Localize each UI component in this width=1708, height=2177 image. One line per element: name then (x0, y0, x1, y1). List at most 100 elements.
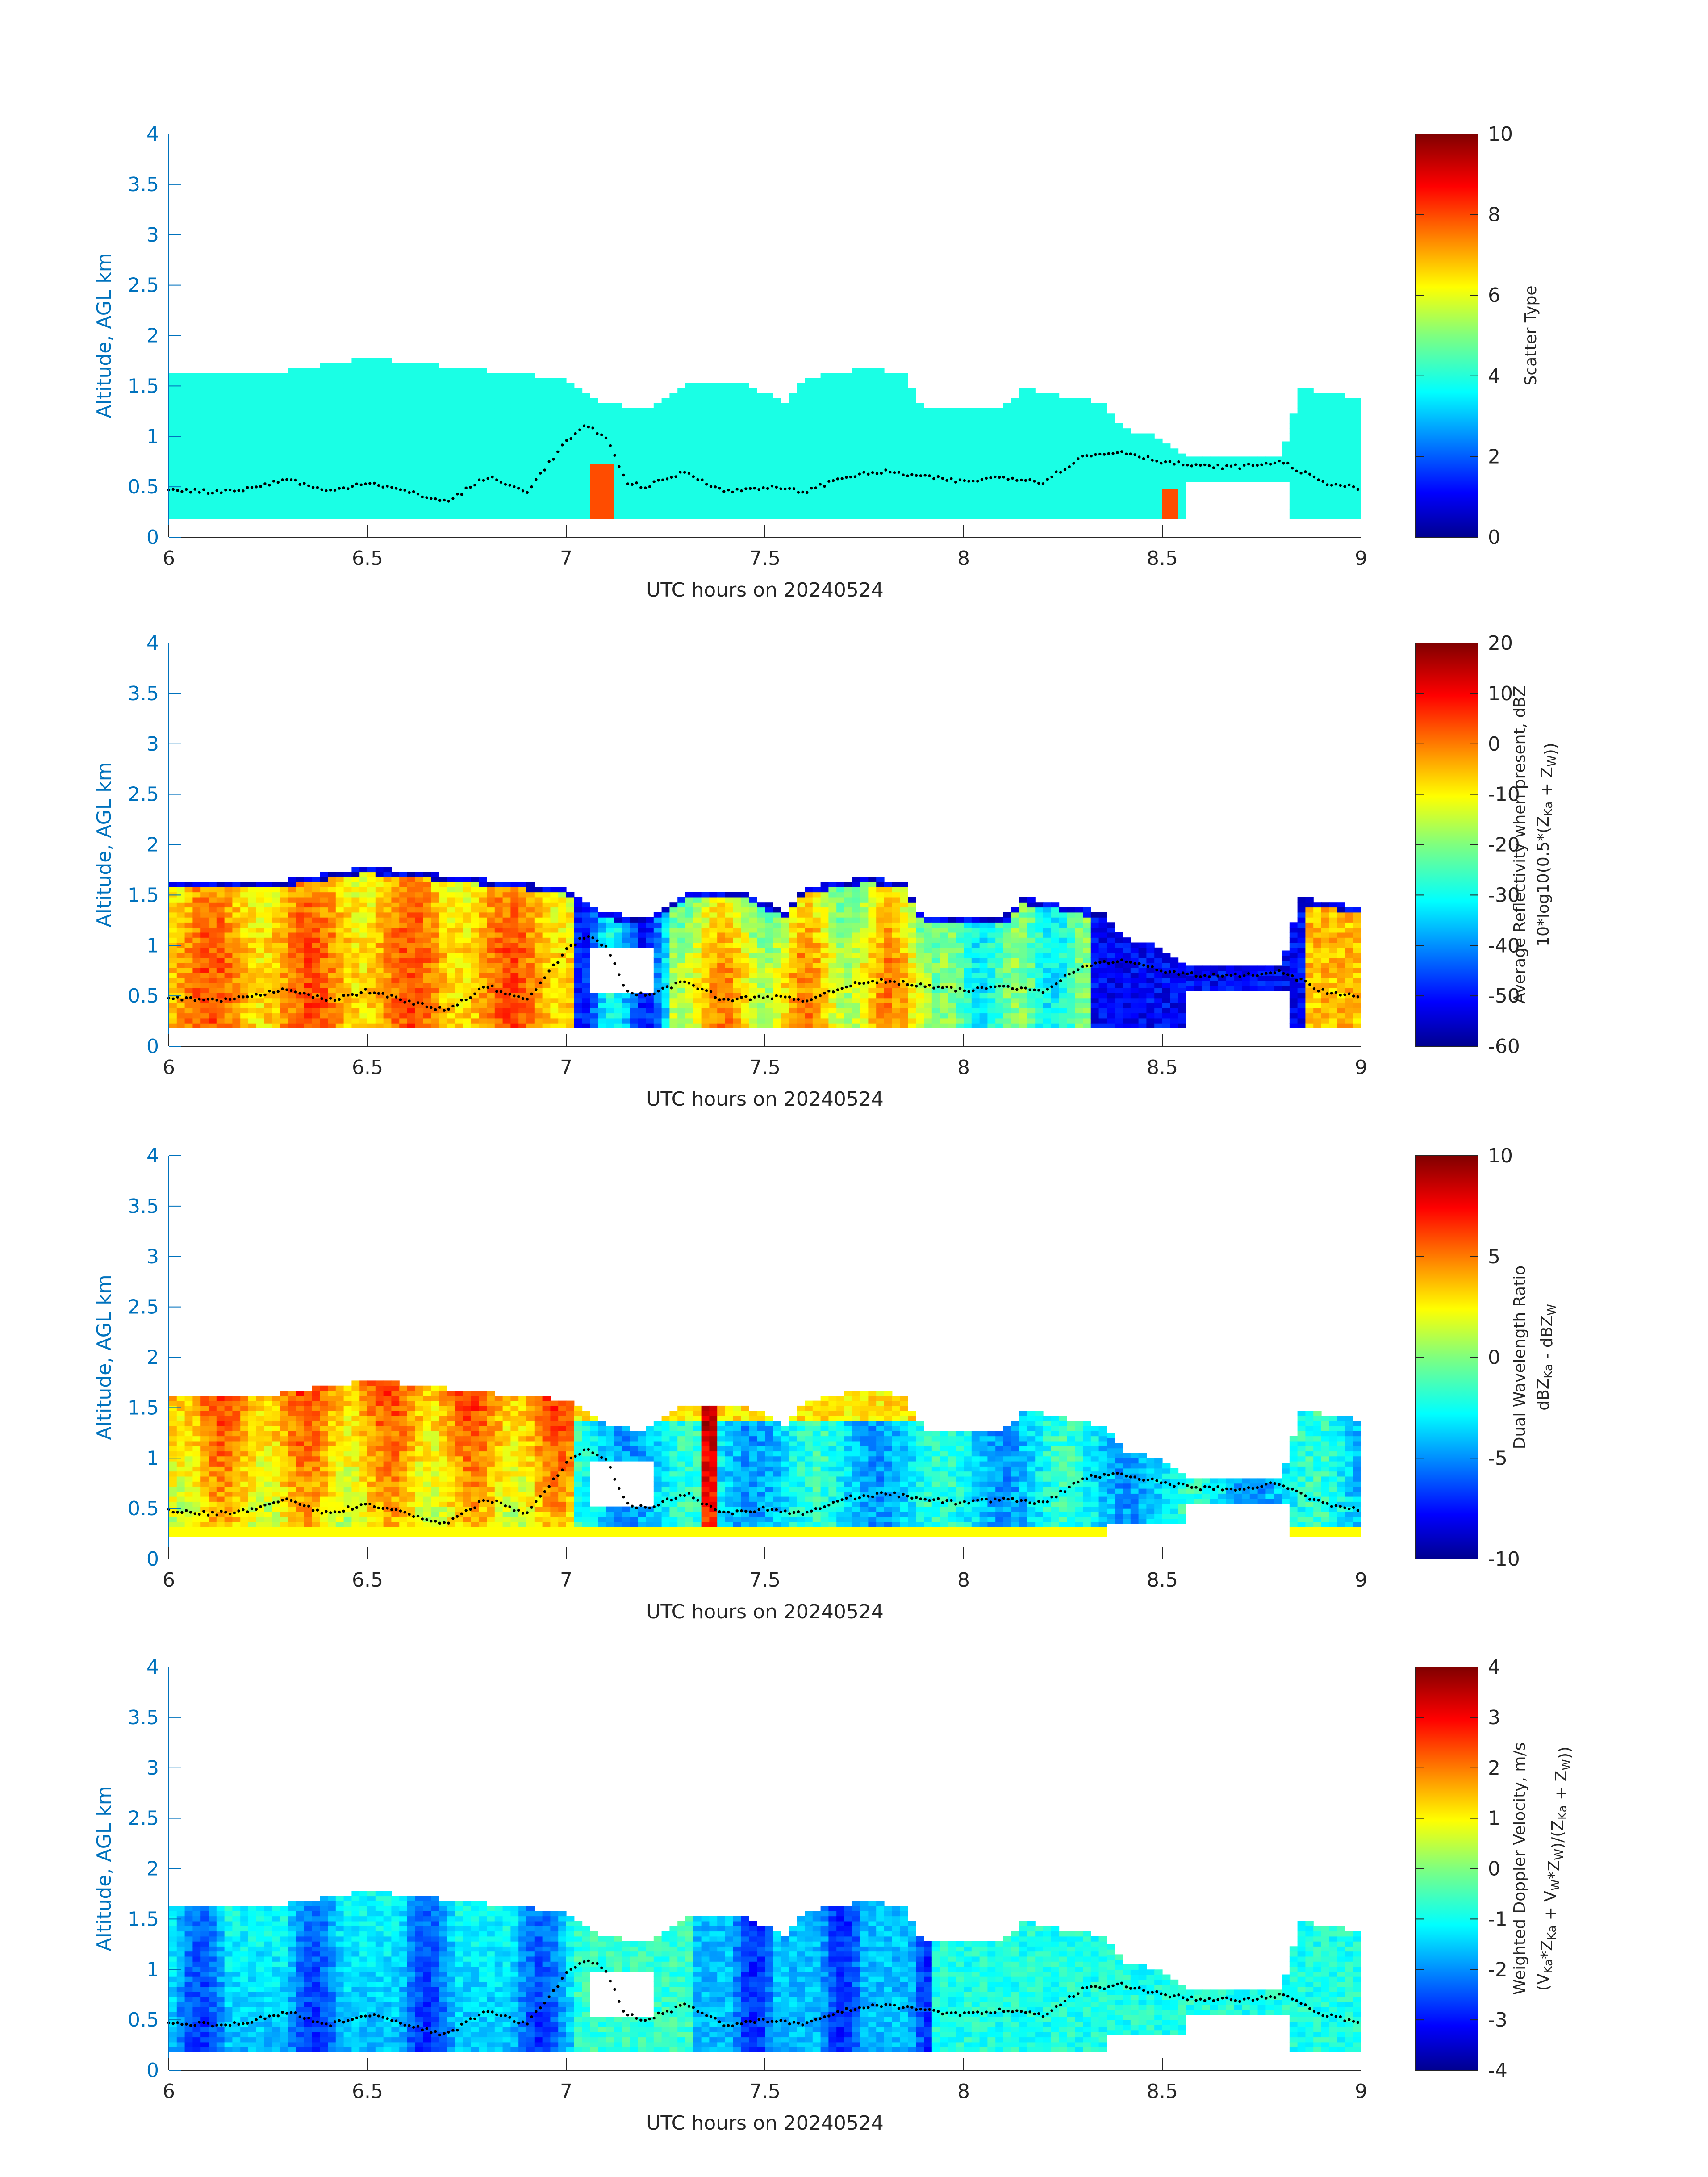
heatmap-cell (209, 418, 217, 424)
heatmap-cell (749, 474, 757, 479)
heatmap-cell (924, 418, 932, 424)
heatmap-cell (765, 474, 773, 479)
heatmap-cell (376, 373, 384, 378)
heatmap-cell (248, 494, 256, 499)
heatmap-cell (590, 469, 598, 474)
label-part: Scatter Type (1522, 285, 1540, 385)
heatmap-cell (209, 887, 217, 892)
heatmap-cell (789, 479, 797, 484)
heatmap-cell (169, 499, 177, 504)
heatmap-cell (240, 459, 248, 464)
heatmap-cell (1067, 439, 1075, 444)
heatmap-cell (765, 439, 773, 444)
heatmap-cell (296, 499, 304, 504)
heatmap-cell (312, 937, 320, 943)
heatmap-cell (884, 413, 892, 418)
heatmap-cell (312, 887, 320, 892)
heatmap-cell (225, 484, 233, 489)
heatmap-cell (487, 489, 495, 494)
heatmap-cell (518, 413, 526, 418)
heatmap-cell (709, 469, 717, 474)
heatmap-cell (399, 912, 407, 918)
heatmap-cell (1083, 504, 1091, 510)
heatmap-cell (821, 509, 829, 514)
heatmap-cell (709, 499, 717, 504)
heatmap-cell (900, 479, 908, 484)
heatmap-cell (225, 434, 233, 439)
heatmap-cell (638, 428, 646, 434)
heatmap-cell (336, 368, 344, 373)
heatmap-cell (709, 418, 717, 424)
heatmap-cell (669, 443, 677, 449)
heatmap-cell (892, 443, 900, 449)
heatmap-cell (1051, 489, 1059, 494)
heatmap-cell (717, 474, 725, 479)
heatmap-cell (177, 928, 185, 933)
y-tick-label: 0.5 (128, 476, 159, 498)
heatmap-cell (336, 383, 344, 389)
heatmap-cell (995, 499, 1003, 504)
heatmap-cell (1099, 504, 1107, 510)
heatmap-cell (407, 383, 415, 389)
heatmap-cell (1154, 509, 1162, 514)
heatmap-cell (1107, 413, 1115, 418)
heatmap-cell (367, 983, 376, 988)
heatmap-cell (693, 499, 702, 504)
heatmap-cell (669, 489, 677, 494)
heatmap-cell (669, 459, 677, 464)
heatmap-cell (526, 469, 535, 474)
tops-marker-dot (618, 465, 620, 468)
heatmap-cell (503, 509, 511, 514)
heatmap-cell (526, 413, 535, 418)
heatmap-cell (892, 448, 900, 454)
heatmap-cell (248, 968, 256, 973)
heatmap-cell (463, 428, 471, 434)
heatmap-cell (344, 418, 352, 424)
heatmap-cell (359, 1023, 367, 1028)
heatmap-cell (1043, 494, 1051, 499)
heatmap-cell (1091, 423, 1099, 429)
heatmap-cell (415, 499, 423, 504)
heatmap-cell (1154, 504, 1162, 510)
heatmap-cell (376, 358, 384, 363)
heatmap-cell (407, 953, 415, 958)
tops-marker-dot (827, 480, 830, 483)
heatmap-cell (169, 504, 177, 510)
heatmap-cell (558, 423, 566, 429)
heatmap-cell (336, 877, 344, 882)
heatmap-cell (558, 398, 566, 404)
heatmap-cell (288, 932, 296, 938)
heatmap-cell (431, 509, 439, 514)
heatmap-cell (558, 464, 566, 469)
heatmap-cell (598, 474, 606, 479)
heatmap-cell (359, 943, 367, 948)
heatmap-cell (646, 434, 654, 439)
heatmap-cell (733, 413, 741, 418)
heatmap-cell (455, 388, 463, 393)
heatmap-cell (693, 494, 702, 499)
heatmap-cell (510, 454, 518, 459)
heatmap-cell (200, 917, 209, 923)
heatmap-cell (256, 428, 264, 434)
heatmap-cell (232, 509, 240, 514)
heatmap-cell (1091, 443, 1099, 449)
heatmap-cell (805, 408, 813, 414)
heatmap-cell (1043, 413, 1051, 418)
heatmap-cell (391, 428, 399, 434)
heatmap-cell (209, 1023, 217, 1028)
heatmap-cell (1067, 514, 1075, 519)
heatmap-cell (217, 474, 225, 479)
heatmap-cell (876, 413, 884, 418)
heatmap-cell (367, 872, 376, 877)
tops-marker-dot (565, 439, 568, 442)
heatmap-cell (351, 1018, 359, 1024)
heatmap-cell (1345, 474, 1353, 479)
heatmap-cell (558, 504, 566, 510)
heatmap-cell (296, 383, 304, 389)
heatmap-cell (320, 872, 328, 877)
heatmap-cell (225, 443, 233, 449)
heatmap-cell (566, 499, 574, 504)
tops-marker-dot (180, 490, 183, 493)
heatmap-cell (463, 388, 471, 393)
heatmap-cell (367, 907, 376, 913)
